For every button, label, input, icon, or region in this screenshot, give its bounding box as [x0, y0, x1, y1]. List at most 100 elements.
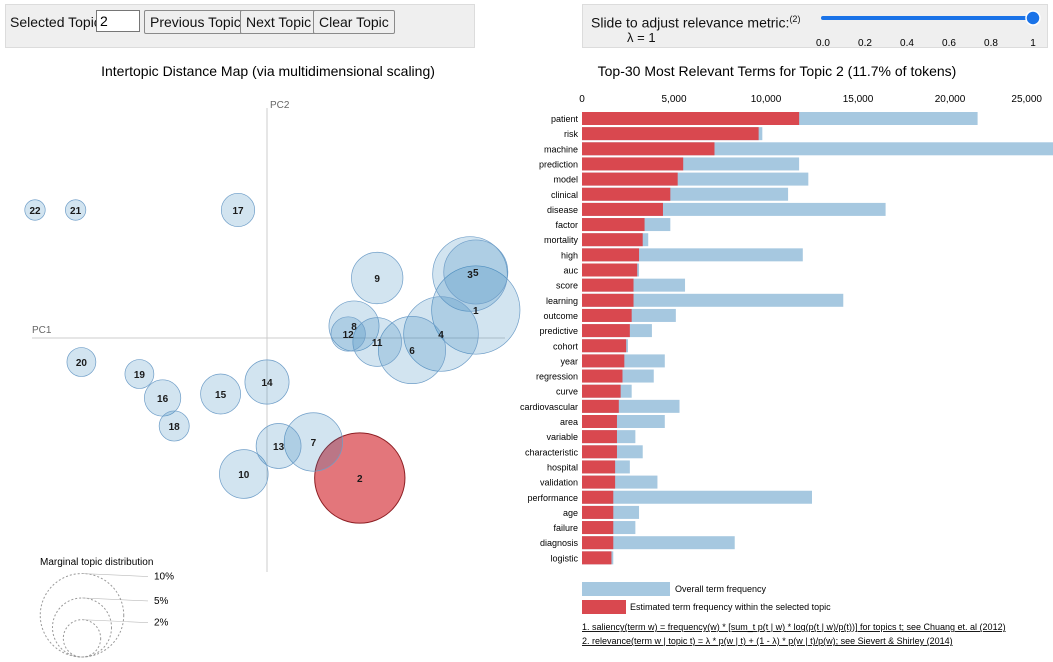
term-label[interactable]: hospital [547, 462, 578, 472]
topic-circle-19[interactable] [124, 359, 155, 389]
topic-frequency-bar[interactable] [582, 536, 614, 550]
topic-frequency-bar[interactable] [582, 490, 614, 504]
topic-circle-2[interactable] [314, 432, 406, 524]
term-label[interactable]: mortality [544, 235, 579, 245]
topic-circle-1[interactable] [431, 265, 521, 355]
topic-circle-8[interactable] [328, 300, 380, 352]
intertopic-distance-map: Intertopic Distance Map (via multidimens… [24, 63, 521, 658]
topic-circle-13[interactable] [255, 423, 302, 469]
topic-frequency-bar[interactable] [582, 475, 616, 489]
topic-frequency-bar[interactable] [582, 248, 640, 262]
legend-level-label: 5% [154, 596, 169, 607]
topic-frequency-bar[interactable] [582, 112, 800, 125]
topic-frequency-bar[interactable] [582, 354, 625, 368]
overall-frequency-bar[interactable] [582, 536, 735, 550]
term-label[interactable]: predictive [539, 326, 578, 336]
topic-frequency-bar[interactable] [582, 172, 678, 186]
topic-frequency-bar[interactable] [582, 157, 684, 171]
legend-topic-swatch [582, 600, 626, 614]
topic-frequency-bar[interactable] [582, 293, 634, 307]
topic-frequency-bar[interactable] [582, 384, 621, 398]
legend-leader-line [81, 597, 149, 602]
topic-frequency-bar[interactable] [582, 308, 632, 322]
selected-topic-input[interactable] [96, 10, 140, 32]
relevance-footnote-link[interactable]: 2. relevance(term w | topic t) = λ * p(w… [582, 636, 953, 646]
topic-circle-10[interactable] [219, 449, 269, 499]
slider-tick-label: 0.2 [858, 38, 872, 49]
term-label[interactable]: disease [547, 205, 578, 215]
topic-frequency-bar[interactable] [582, 505, 614, 519]
term-label[interactable]: year [560, 356, 578, 366]
slider-thumb[interactable] [1025, 10, 1041, 26]
topic-frequency-bar[interactable] [582, 263, 638, 277]
topic-circle-17[interactable] [220, 192, 256, 228]
topic-circle-22[interactable] [24, 199, 46, 221]
term-label[interactable]: high [561, 250, 578, 260]
term-label[interactable]: curve [556, 387, 578, 397]
term-label[interactable]: risk [564, 129, 578, 139]
topic-label-3: 3 [467, 270, 473, 281]
topic-frequency-bar[interactable] [582, 324, 630, 338]
clear-topic-button[interactable]: Clear Topic [313, 10, 395, 34]
topic-frequency-bar[interactable] [582, 399, 619, 413]
topic-circle-15[interactable] [200, 373, 241, 415]
term-label[interactable]: auc [563, 266, 578, 276]
term-label[interactable]: score [556, 281, 578, 291]
term-label[interactable]: clinical [551, 190, 578, 200]
topic-frequency-bar[interactable] [582, 202, 663, 216]
term-label[interactable]: area [560, 417, 578, 427]
term-label[interactable]: age [563, 508, 578, 518]
term-label[interactable]: failure [553, 523, 578, 533]
topic-frequency-bar[interactable] [582, 127, 759, 141]
lambda-slider[interactable]: 0.0 0.2 0.4 0.6 0.8 1 [807, 5, 1047, 49]
term-label[interactable]: diagnosis [540, 538, 579, 548]
topic-frequency-bar[interactable] [582, 551, 612, 565]
term-label[interactable]: machine [544, 144, 578, 154]
saliency-footnote-link[interactable]: 1. saliency(term w) = frequency(w) * [su… [582, 622, 1006, 632]
lambda-value: λ = 1 [627, 30, 656, 45]
topic-frequency-bar[interactable] [582, 430, 617, 444]
topic-frequency-bar[interactable] [582, 218, 645, 232]
term-label[interactable]: cardiovascular [520, 402, 578, 412]
term-label[interactable]: cohort [553, 341, 579, 351]
term-label[interactable]: characteristic [525, 447, 579, 457]
topic-frequency-bar[interactable] [582, 187, 671, 201]
term-label[interactable]: variable [546, 432, 578, 442]
term-label[interactable]: factor [555, 220, 578, 230]
term-label[interactable]: prediction [539, 159, 578, 169]
topic-frequency-bar[interactable] [582, 233, 643, 247]
term-label[interactable]: patient [551, 114, 579, 124]
topic-frequency-bar[interactable] [582, 278, 634, 292]
lambda-label: Slide to adjust relevance metric:(2) [591, 14, 800, 31]
topic-frequency-bar[interactable] [582, 142, 715, 156]
topic-circle-4[interactable] [403, 296, 479, 372]
topic-frequency-bar[interactable] [582, 460, 616, 474]
previous-topic-button[interactable]: Previous Topic [144, 10, 247, 34]
term-label[interactable]: learning [546, 296, 578, 306]
legend-level-label: 2% [154, 618, 169, 629]
topic-circle-18[interactable] [158, 410, 190, 442]
topic-circle-14[interactable] [244, 359, 290, 405]
topic-frequency-bar[interactable] [582, 445, 617, 459]
topic-circle-20[interactable] [66, 347, 97, 377]
term-label[interactable]: outcome [543, 311, 578, 321]
x-tick-label: 5,000 [661, 94, 686, 105]
topic-circle-21[interactable] [65, 199, 87, 221]
term-label[interactable]: performance [527, 493, 578, 503]
term-label[interactable]: regression [536, 372, 578, 382]
term-label[interactable]: logistic [550, 553, 578, 563]
topic-frequency-bar[interactable] [582, 521, 614, 535]
topic-circle-12[interactable] [330, 316, 366, 352]
slider-tick-label: 0.6 [942, 38, 956, 49]
topic-frequency-bar[interactable] [582, 415, 617, 428]
topic-circle-6[interactable] [377, 315, 447, 385]
topic-circle-9[interactable] [351, 251, 404, 305]
next-topic-button[interactable]: Next Topic [240, 10, 318, 34]
overall-frequency-bar[interactable] [582, 490, 812, 504]
topic-frequency-bar[interactable] [582, 339, 627, 353]
topic-circle-5[interactable] [443, 239, 509, 305]
term-label[interactable]: validation [540, 478, 578, 488]
overall-frequency-bar[interactable] [582, 293, 844, 307]
topic-frequency-bar[interactable] [582, 369, 623, 383]
term-label[interactable]: model [553, 175, 578, 185]
